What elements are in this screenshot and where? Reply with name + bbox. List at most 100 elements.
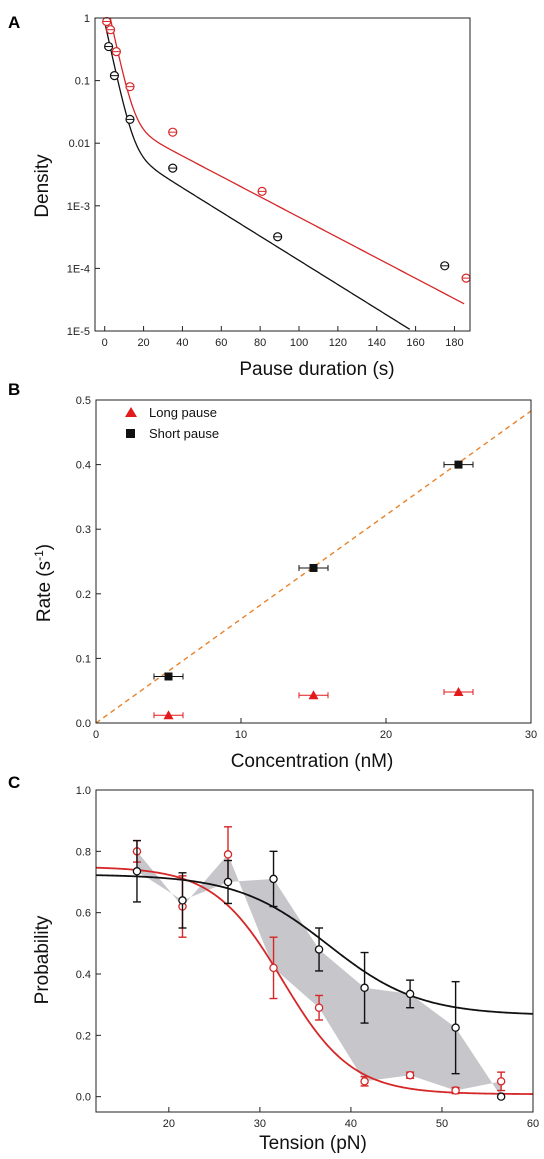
panel-c-plot-area [95, 826, 534, 1101]
panel-a-frame [94, 17, 471, 332]
panel-b-ticks: 0 10 20 30 0.0 0.1 0.2 0.3 0.4 0.5 [76, 395, 537, 741]
panel-a-point-black [440, 261, 450, 271]
panel-letter-a: A [8, 13, 20, 32]
panel-a-x-tick-label: 60 [215, 337, 227, 349]
panel-a-x-tick-label: 100 [290, 337, 308, 349]
legend-label-short-pause: Short pause [149, 426, 219, 441]
panel-b-point-short-pause [443, 460, 474, 469]
panel-a-point-black [125, 114, 135, 124]
panel-a-fit-black [104, 21, 411, 330]
panel-b-x-tick-label: 10 [235, 729, 247, 741]
panel-c-point-red [269, 936, 278, 1000]
panel-b-point-long-pause [153, 710, 184, 720]
panel-a-x-tick-label: 120 [329, 337, 347, 349]
panel-c-point-black [405, 979, 415, 1009]
panel-c-x-axis-title: Tension (pN) [259, 1133, 367, 1154]
panel-a-y-tick-label: 1E-3 [67, 201, 90, 213]
panel-c-y-tick-label: 1.0 [76, 785, 91, 797]
panel-b-y-tick-label: 0.0 [76, 718, 91, 730]
panel-a-x-tick-label: 80 [254, 337, 266, 349]
panel-b-x-tick-label: 30 [525, 729, 537, 741]
panel-a-x-tick-label: 160 [406, 337, 424, 349]
panel-c-point-red [314, 994, 324, 1021]
panel-b-y-tick-label: 0.3 [76, 524, 91, 536]
panel-a-plot-area [102, 16, 471, 330]
panel-letter-c: C [8, 773, 20, 792]
panel-a-y-tick-label: 1 [84, 13, 90, 25]
panel-b-y-tick-label: 0.4 [76, 460, 91, 472]
panel-b-x-tick-label: 0 [93, 729, 99, 741]
panel-a-y-tick-label: 0.01 [69, 138, 90, 150]
panel-a-fit-red [109, 18, 465, 305]
panel-c-point-black [496, 1092, 506, 1101]
panel-b-point-short-pause [153, 672, 184, 681]
panel-c-ticks: 20 30 40 50 60 0.0 0.2 0.4 0.6 0.8 1.0 [76, 785, 539, 1130]
panel-b-y-axis-title-superscript: -1 [32, 550, 46, 561]
panel-c-point-red [360, 1076, 369, 1087]
panel-a-y-axis-title: Density [32, 154, 53, 218]
panel-b-y-axis-title-main: Rate (s [34, 561, 55, 622]
panel-c-point-black [132, 839, 142, 903]
panel-c-y-tick-label: 0.8 [76, 846, 91, 858]
panel-a-point-red [102, 16, 112, 27]
panel-c-y-tick-label: 0.2 [76, 1030, 91, 1042]
panel-b-y-tick-label: 0.1 [76, 653, 91, 665]
legend-label-long-pause: Long pause [149, 405, 217, 420]
panel-c-point-red [451, 1086, 460, 1095]
panel-c-y-tick-label: 0.4 [76, 969, 91, 981]
panel-a-x-axis-title: Pause duration (s) [239, 359, 394, 380]
panel-a-x-tick-label: 180 [445, 337, 463, 349]
panel-b-point-long-pause [443, 686, 474, 696]
panel-b-frame [95, 399, 532, 724]
panel-c-y-tick-label: 0.0 [76, 1092, 91, 1104]
panel-c-band [136, 851, 502, 1097]
panel-b-y-tick-label: 0.2 [76, 589, 91, 601]
panel-a-point-red [105, 25, 116, 35]
legend-marker-long-pause [125, 407, 137, 417]
panel-letter-b: B [8, 380, 20, 399]
legend-marker-short-pause [126, 429, 135, 438]
panel-a-point-red [168, 127, 178, 137]
panel-c-x-tick-label: 40 [345, 1118, 357, 1130]
panel-c-point-black [314, 927, 324, 972]
panel-c-y-tick-label: 0.6 [76, 908, 91, 920]
panel-c-x-tick-label: 20 [163, 1118, 175, 1130]
panel-c-point-red [496, 1071, 506, 1092]
panel-a-point-red [461, 273, 471, 283]
panel-c-fit-black [95, 874, 534, 1015]
panel-a-point-red [111, 47, 121, 57]
panel-a-y-tick-label: 1E-4 [67, 263, 90, 275]
panel-c-frame [95, 789, 534, 1113]
panel-b-x-axis-title: Concentration (nM) [231, 751, 394, 772]
panel-b-y-tick-label: 0.5 [76, 395, 91, 407]
panel-a-x-tick-label: 20 [137, 337, 149, 349]
panel-c-point-black [223, 859, 233, 905]
panel-c-point-black [269, 850, 278, 908]
panel-c-x-tick-label: 60 [527, 1118, 539, 1130]
panel-c-point-black [178, 872, 187, 929]
panel-c-fit-red [95, 866, 534, 1095]
panel-a-x-tick-label: 0 [102, 337, 108, 349]
panel-b-y-axis-title: Rate (s-1) [32, 544, 55, 622]
panel-c-point-black [451, 980, 460, 1075]
panel-a-x-tick-label: 40 [176, 337, 188, 349]
panel-a-point-black [109, 71, 120, 81]
panel-a-y-tick-label: 1E-5 [67, 326, 90, 338]
panel-a-ticks: 0 20 40 60 80 100 120 140 160 180 1 0.1 0.01 1E-3 1E-4… [67, 13, 471, 349]
panel-c-x-tick-label: 30 [254, 1118, 266, 1130]
panel-c-y-axis-title: Probability [32, 915, 53, 1004]
panel-a-point-red [257, 186, 267, 196]
panel-b-x-tick-label: 20 [380, 729, 392, 741]
panel-c-point-red [405, 1070, 415, 1080]
panel-b-legend: Long pause Short pause [125, 405, 219, 441]
panel-a-point-black [273, 232, 283, 242]
panel-a-point-black [104, 41, 114, 52]
panel-b-point-short-pause [298, 563, 329, 572]
panel-a-point-red [125, 82, 135, 92]
panel-b-y-axis-title-tail: ) [34, 544, 55, 550]
panel-b: B 0 10 20 30 0.0 0.1 0.2 0.3 0.4 0.5 Long pause S… [8, 380, 537, 772]
panel-a-x-tick-label: 140 [368, 337, 386, 349]
panel-b-point-long-pause [298, 690, 329, 700]
panel-c: C 20 30 40 50 60 0.0 0.2 0.4 0.6 0.8 1.0 Tension (… [8, 773, 539, 1154]
